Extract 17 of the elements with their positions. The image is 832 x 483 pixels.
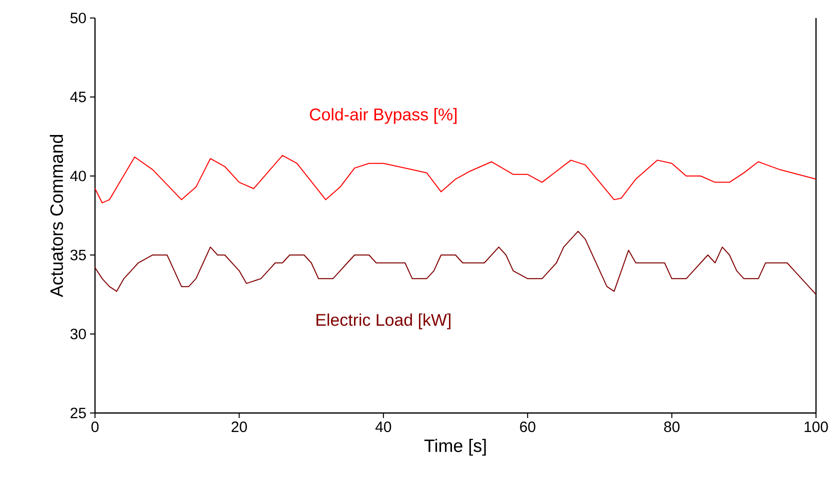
y-tick-label: 40 <box>70 170 86 182</box>
x-axis-title: Time [s] <box>424 438 486 456</box>
x-tick-label: 80 <box>664 422 680 432</box>
y-tick-label: 35 <box>70 250 86 260</box>
x-tick-label: 60 <box>520 422 536 432</box>
x-tick-label: 40 <box>375 422 392 432</box>
y-tick-label: 25 <box>70 408 86 418</box>
y-axis-title: Actuators Command <box>50 134 64 298</box>
y-tick-label: 50 <box>70 12 86 24</box>
x-tick-label: 0 <box>91 422 99 432</box>
x-tick-label: 20 <box>232 422 247 432</box>
y-tick-label: 45 <box>70 92 86 102</box>
y-tick-label: 30 <box>70 328 86 340</box>
text: Cold-air Bypass [%] <box>310 108 457 124</box>
x-tick-label: 100 <box>804 422 828 432</box>
text: Electric Load [kW] <box>316 313 450 330</box>
line-series <box>94 154 817 204</box>
